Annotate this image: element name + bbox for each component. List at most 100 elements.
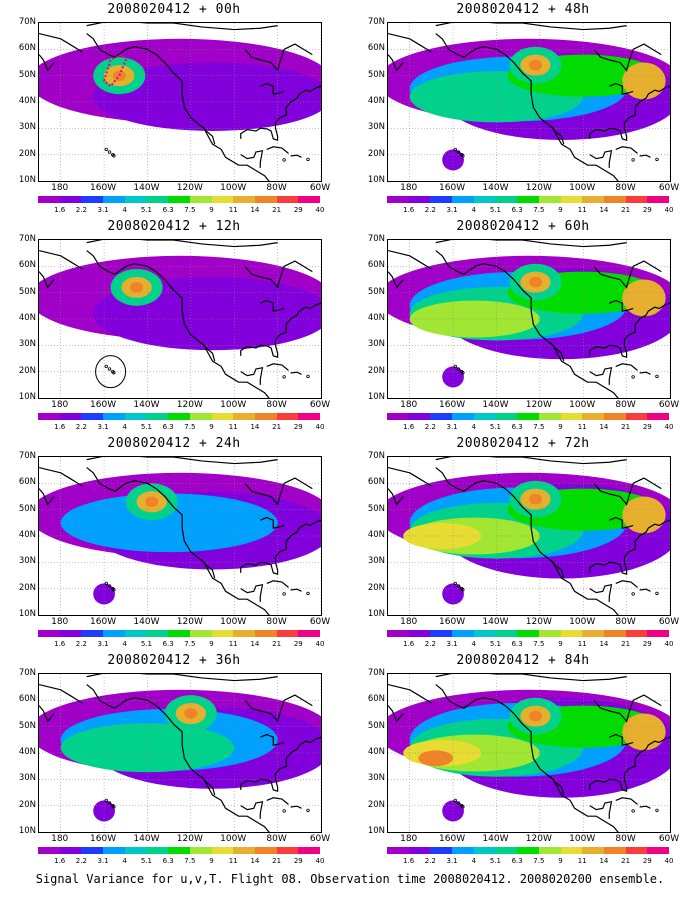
colorbar-label: 2.2 [75,206,87,214]
colorbar-label: 2.2 [75,640,87,648]
colorbar-label: 4 [471,206,476,214]
coastline [388,271,404,289]
island-outline [631,158,635,162]
colorbar-swatch [124,196,147,203]
variance-contour [622,279,666,317]
longitude-label: 120W [525,834,552,844]
longitude-label: 180 [400,617,418,627]
longitude-label: 180 [400,183,418,193]
latitude-label: 30N [367,339,385,350]
coastline [615,797,638,805]
colorbar-label: 7.5 [533,640,545,648]
colorbar-swatch [81,630,104,637]
longitude-label: 180 [51,183,69,193]
island-outline [282,158,286,162]
latitude-label: 10N [367,826,385,836]
island-outline [112,588,116,592]
variance-contour [60,723,235,773]
coastline [201,559,216,579]
longitude-label: 140W [482,617,509,627]
colorbar-swatch [298,847,320,854]
map-area [387,22,671,182]
colorbar-label: 4 [122,206,127,214]
colorbar [387,847,669,854]
island-outline [461,154,465,158]
latitude-label: 40N [367,313,385,323]
longitude-label: 60W [309,834,331,844]
coastline [435,250,619,398]
colorbar-swatch [189,630,212,637]
colorbar-label: 9 [558,857,563,865]
colorbar-label: 2.2 [424,206,436,214]
colorbar-swatch [81,413,104,420]
colorbar-label: 4 [122,640,127,648]
colorbar-label: 14 [599,857,609,865]
coastline [39,32,83,53]
island-outline [282,592,286,596]
colorbar-swatch [603,630,626,637]
longitude-label: 100W [220,183,247,193]
coastline [39,271,55,289]
longitude-label: 60W [309,400,331,410]
colorbar-label: 21 [272,640,282,648]
latitude-label: 50N [367,286,385,297]
colorbar-swatch [168,413,190,420]
longitude-label: 180 [400,834,418,844]
colorbar-label: 9 [558,423,563,431]
variance-contour [93,583,115,605]
colorbar [38,630,320,637]
longitude-label: 100W [569,834,596,844]
forecast-panel: 2008020412 + 60h 70N 60N 50N 40N 30N 20N 10N 180… [353,219,693,435]
panel-title: 2008020412 + 48h [456,2,590,17]
colorbar-swatch [233,630,255,637]
colorbar-label: 9 [209,206,214,214]
latitude-label: 50N [18,503,36,514]
island-outline [453,364,457,369]
island-outline [104,147,108,152]
latitude-label: 60N [367,477,385,488]
colorbar-label: 14 [599,206,609,214]
colorbar-labels: 1.6 2.2 3.1 4 5.1 6.3 7.5 9 11 14 21 29 40 [387,640,673,650]
colorbar-swatch [211,196,234,203]
coastline [244,43,313,72]
longitude-label: 80W [266,617,287,627]
island-outline [461,588,465,592]
colorbar [387,630,669,637]
colorbar-swatch [387,196,409,203]
colorbar-swatch [647,196,669,203]
colorbar-label: 14 [250,857,260,865]
colorbar-swatch [59,847,82,854]
colorbar-label: 11 [228,640,238,648]
latitude-label: 30N [18,122,36,133]
latitude-label: 50N [18,286,36,297]
colorbar-label: 3.1 [97,206,109,214]
latitude-label: 30N [367,122,385,133]
colorbar-swatch [538,413,561,420]
colorbar [38,196,320,203]
coastline [550,776,565,796]
colorbar-label: 1.6 [403,423,415,431]
colorbar-swatch [38,413,60,420]
colorbar-swatch [189,196,212,203]
colorbar-label: 11 [577,857,587,865]
colorbar-swatch [495,847,518,854]
colorbar-label: 3.1 [97,423,109,431]
coastline [39,54,55,72]
colorbar-swatch [146,413,169,420]
coastline [240,519,321,575]
latitude-label: 20N [18,799,36,810]
colorbar-label: 40 [315,857,325,865]
longitude-label: 160W [90,400,117,410]
colorbar-swatch [452,196,474,203]
colorbar-swatch [582,413,604,420]
island-outline [104,581,108,586]
longitude-label: 160W [90,183,117,193]
longitude-label: 60W [309,617,331,627]
colorbar-label: 40 [664,206,674,214]
colorbar-swatch [168,847,190,854]
coastline [240,366,264,385]
colorbar-swatch [495,413,518,420]
latitude-label: 40N [18,747,36,757]
longitude-label: 60W [658,183,680,193]
colorbar-label: 3.1 [446,640,458,648]
